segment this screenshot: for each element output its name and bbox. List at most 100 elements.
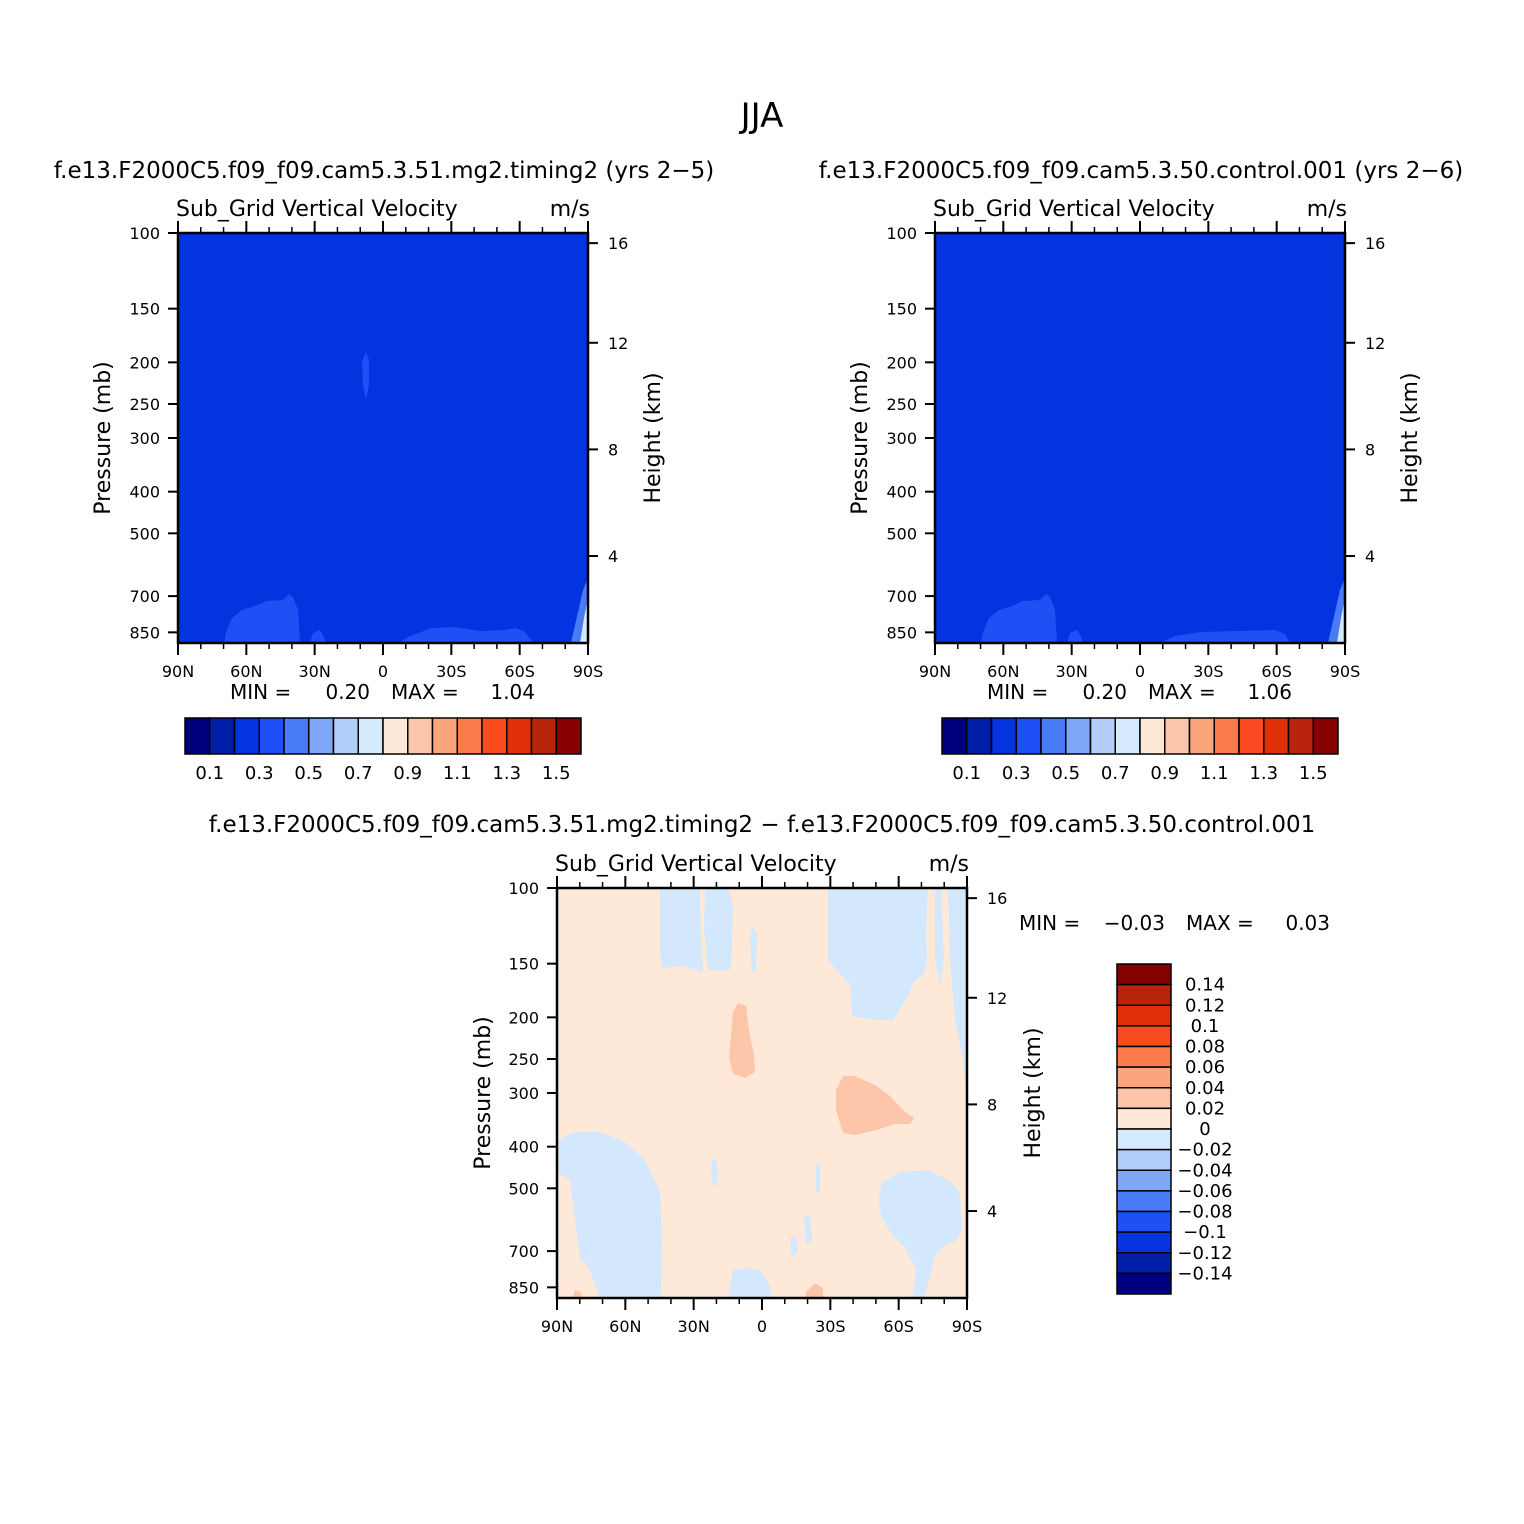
colorbar-swatch — [1263, 717, 1290, 755]
colorbar-swatch — [1116, 983, 1172, 1006]
contour-patch — [1337, 598, 1345, 643]
x-tick-label: 30S — [815, 1317, 846, 1336]
colorbar-swatch — [283, 717, 310, 755]
height-tick-label: 12 — [608, 334, 628, 353]
x-tick-label: 30S — [436, 662, 467, 681]
y-tick-label: 400 — [886, 483, 917, 502]
height-tick-label: 4 — [987, 1202, 997, 1221]
contour-patch — [750, 925, 757, 972]
height-tick-label: 16 — [608, 234, 628, 253]
colorbar-label: 0.7 — [1101, 763, 1130, 784]
panel-difference: f.e13.F2000C5.f09_f09.cam5.3.51.mg2.timi… — [209, 812, 1330, 1336]
x-tick-label: 90S — [573, 662, 604, 681]
colorbar-label: 1.5 — [1299, 763, 1328, 784]
units-label: m/s — [1307, 197, 1347, 222]
colorbar-label: 0.1 — [1191, 1016, 1220, 1037]
case-title: f.e13.F2000C5.f09_f09.cam5.3.51.mg2.timi… — [209, 812, 1316, 838]
colorbar-label: −0.04 — [1177, 1160, 1232, 1181]
colorbar-swatch — [530, 717, 557, 755]
max-value: 1.06 — [1247, 680, 1292, 704]
colorbar-label: 1.1 — [443, 763, 472, 784]
colorbar-label: 1.3 — [492, 763, 521, 784]
colorbar-swatch — [555, 717, 582, 755]
colorbar-label: −0.1 — [1183, 1222, 1227, 1243]
colorbar-label: 0.1 — [195, 763, 224, 784]
contour-patch — [580, 598, 588, 643]
y-axis-label-height: Height (km) — [1398, 372, 1423, 503]
colorbar-swatch — [1116, 1231, 1172, 1254]
colorbar-label: 1.3 — [1249, 763, 1278, 784]
y-tick-label: 300 — [886, 429, 917, 448]
x-tick-label: 90S — [1330, 662, 1361, 681]
min-label: MIN = — [1019, 911, 1080, 935]
min-value: 0.20 — [325, 680, 370, 704]
contour-patch — [1160, 630, 1290, 643]
x-tick-label: 90N — [541, 1317, 573, 1336]
colorbar-label: 0.3 — [245, 763, 274, 784]
y-tick-label: 250 — [886, 395, 917, 414]
colorbar-swatch — [941, 717, 968, 755]
height-tick-label: 16 — [987, 889, 1007, 908]
colorbar-swatch — [966, 717, 993, 755]
colorbar-swatch — [1015, 717, 1042, 755]
colorbar-swatch — [1116, 1252, 1172, 1275]
colorbar-swatch — [1238, 717, 1265, 755]
colorbar-swatch — [456, 717, 483, 755]
colorbar-label: 0.5 — [294, 763, 323, 784]
y-tick-label: 100 — [129, 224, 160, 243]
plot-background — [935, 233, 1345, 643]
y-tick-label: 100 — [508, 879, 539, 898]
colorbar-swatch — [1116, 1107, 1172, 1130]
colorbar-swatch — [233, 717, 260, 755]
x-tick-label: 90N — [919, 662, 951, 681]
max-label: MAX = — [1148, 680, 1216, 704]
colorbar-swatch — [1188, 717, 1215, 755]
colorbar-swatch — [382, 717, 409, 755]
contour-patch — [1067, 630, 1083, 643]
y-tick-label: 400 — [129, 483, 160, 502]
contour-patch — [935, 888, 944, 985]
colorbar-swatch — [357, 717, 384, 755]
colorbar-label: −0.12 — [1177, 1243, 1232, 1264]
colorbar-swatch — [1116, 963, 1172, 986]
colorbar-label: −0.06 — [1177, 1181, 1232, 1202]
plot-background — [178, 233, 588, 643]
height-tick-label: 4 — [1365, 547, 1375, 566]
colorbar-label: 1.1 — [1200, 763, 1229, 784]
colorbar-swatch — [1116, 1210, 1172, 1233]
contour-patch — [878, 1170, 962, 1298]
colorbar-swatch — [1040, 717, 1067, 755]
y-tick-label: 850 — [508, 1278, 539, 1297]
colorbar-label: 0.02 — [1185, 1098, 1225, 1119]
contour-patch — [704, 888, 733, 970]
y-tick-label: 250 — [129, 395, 160, 414]
colorbar-label: −0.14 — [1177, 1263, 1232, 1284]
y-axis-label-pressure: Pressure (mb) — [471, 1016, 496, 1170]
contour-patch — [806, 1283, 823, 1298]
max-value: 1.04 — [490, 680, 535, 704]
colorbar-swatch — [1116, 1045, 1172, 1068]
colorbar-swatch — [1065, 717, 1092, 755]
contour-patch — [224, 594, 300, 643]
y-tick-label: 400 — [508, 1138, 539, 1157]
x-tick-label: 0 — [1135, 662, 1145, 681]
colorbar-swatch — [1116, 1128, 1172, 1151]
y-tick-label: 300 — [129, 429, 160, 448]
colorbar-swatch — [1089, 717, 1116, 755]
panel-top-left: f.e13.F2000C5.f09_f09.cam5.3.51.mg2.timi… — [54, 158, 715, 784]
contour-patch — [828, 888, 928, 1020]
colorbar-swatch — [184, 717, 211, 755]
colorbar-swatch — [258, 717, 285, 755]
y-axis-label-height: Height (km) — [641, 372, 666, 503]
min-label: MIN = — [230, 680, 291, 704]
y-tick-label: 150 — [508, 955, 539, 974]
x-tick-label: 60S — [504, 662, 535, 681]
contour-patch — [816, 1165, 820, 1195]
contour-patch — [660, 888, 703, 972]
colorbar-swatch — [1114, 717, 1141, 755]
x-tick-label: 0 — [378, 662, 388, 681]
max-value: 0.03 — [1285, 911, 1330, 935]
x-tick-label: 90S — [952, 1317, 983, 1336]
max-label: MAX = — [391, 680, 459, 704]
